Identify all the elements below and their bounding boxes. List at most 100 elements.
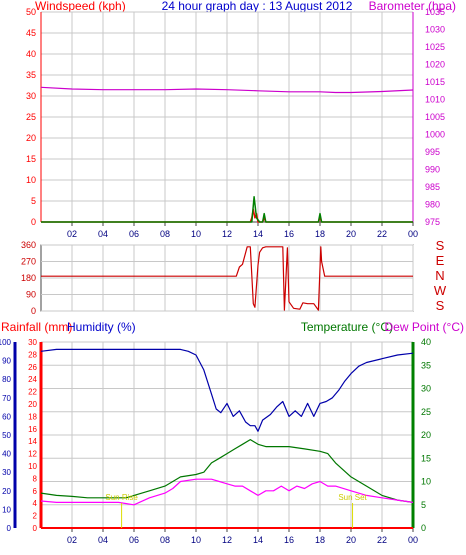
temperature-line [40,439,414,503]
x-tick-label: 08 [160,535,170,545]
barometer-tick: 975 [425,217,440,227]
barometer-tick: 1010 [425,95,445,105]
temperature-tick: 5 [421,500,426,510]
windspeed-tick: 5 [31,196,36,206]
x-tick-label: 16 [284,229,294,239]
humidity-tick: 80 [2,375,11,384]
panel3-time-tick-labels: 02 04 06 08 10 12 14 16 18 20 22 00 [67,528,418,545]
compass-label: E [436,253,445,268]
temperature-tick: 10 [421,477,431,487]
windspeed-tick: 50 [26,7,36,17]
temperature-tick: 25 [421,407,431,417]
humidity-tick-labels: 0 10 20 30 40 50 60 70 80 90 100 [0,338,12,533]
compass-label: N [435,268,444,283]
rainfall-tick: 22 [28,388,37,397]
humidity-line [40,348,414,432]
barometer-tick-labels: 975 980 985 990 995 1000 1005 1010 1015 1020 1025 1… [425,7,445,227]
direction-tick: 0 [31,306,36,316]
rainfall-tick: 12 [28,450,37,459]
barometer-tick: 995 [425,147,440,157]
x-tick-label: 20 [346,535,356,545]
rainfall-tick: 16 [28,425,37,434]
humidity-tick: 90 [2,357,11,366]
windspeed-tick: 35 [26,70,36,80]
direction-tick-labels: 0 90 180 270 360 [21,240,36,316]
rainfall-tick: 18 [28,412,37,421]
windspeed-tick: 20 [26,133,36,143]
rainfall-axis-label: Rainfall (mm) [1,320,72,334]
rainfall-tick: 30 [28,338,37,347]
rainfall-tick: 2 [33,512,38,521]
humidity-tick: 20 [2,487,11,496]
barometer-tick: 985 [425,182,440,192]
direction-tick: 360 [21,240,36,250]
windspeed-tick: 30 [26,91,36,101]
dew-point-line [40,478,414,506]
windspeed-tick-labels: 0 5 10 15 20 25 30 35 40 45 50 [26,7,36,227]
humidity-tick: 100 [0,338,12,347]
x-tick-label: 06 [129,535,139,545]
x-tick-label: 12 [222,229,232,239]
wind-gust-line [41,196,413,223]
humidity-tick: 60 [2,412,11,421]
windspeed-tick: 0 [31,217,36,227]
windspeed-tick: 45 [26,28,36,38]
humidity-tick: 10 [2,505,11,514]
x-tick-label: 10 [191,535,201,545]
panel2-grid [41,244,414,312]
windspeed-tick: 15 [26,154,36,164]
temperature-tick: 15 [421,453,431,463]
temperature-axis-label: Temperature (°C) [301,320,393,334]
humidity-tick: 0 [7,524,12,533]
humidity-tick: 70 [2,394,11,403]
panel1-series [40,86,414,223]
rainfall-tick: 8 [33,474,38,483]
x-tick-label: 14 [253,229,263,239]
compass-label: S [436,298,445,313]
barometer-tick: 1025 [425,42,445,52]
temperature-tick-labels: 0 5 10 15 20 25 30 35 40 [421,337,431,533]
x-tick-label: 00 [408,535,418,545]
temperature-tick: 35 [421,360,431,370]
windspeed-tick: 10 [26,175,36,185]
barometer-tick: 990 [425,165,440,175]
x-tick-label: 12 [222,535,232,545]
temperature-tick: 20 [421,430,431,440]
x-tick-label: 04 [98,229,108,239]
temperature-tick: 0 [421,523,426,533]
windspeed-tick: 25 [26,112,36,122]
direction-tick: 90 [26,290,36,300]
barometer-tick: 1030 [425,25,445,35]
x-tick-label: 02 [67,229,77,239]
sun-marker-label: Sun Set [338,493,367,502]
rainfall-tick: 0 [33,524,38,533]
barometer-tick: 1000 [425,130,445,140]
x-tick-label: 06 [129,229,139,239]
compass-label: W [434,283,447,298]
rainfall-tick: 28 [28,350,37,359]
x-tick-label: 16 [284,535,294,545]
sun-marker-label: Sun Rise [105,493,138,502]
sun-annotations: Sun Rise Sun Set [105,493,368,528]
humidity-tick: 50 [2,431,11,440]
x-tick-label: 22 [377,535,387,545]
rainfall-tick: 10 [28,462,37,471]
rainfall-tick: 4 [33,499,38,508]
rainfall-tick: 6 [33,487,38,496]
windspeed-tick: 40 [26,49,36,59]
rainfall-tick: 14 [28,437,37,446]
x-tick-label: 18 [315,535,325,545]
humidity-tick: 30 [2,468,11,477]
temperature-tick: 30 [421,384,431,394]
temperature-tick: 40 [421,337,431,347]
x-tick-label: 04 [98,535,108,545]
rainfall-tick: 20 [28,400,37,409]
x-tick-label: 10 [191,229,201,239]
windspeed-axis-label: Windspeed (kph) [35,0,126,13]
barometer-line [40,86,414,94]
x-tick-label: 08 [160,229,170,239]
x-tick-label: 14 [253,535,263,545]
